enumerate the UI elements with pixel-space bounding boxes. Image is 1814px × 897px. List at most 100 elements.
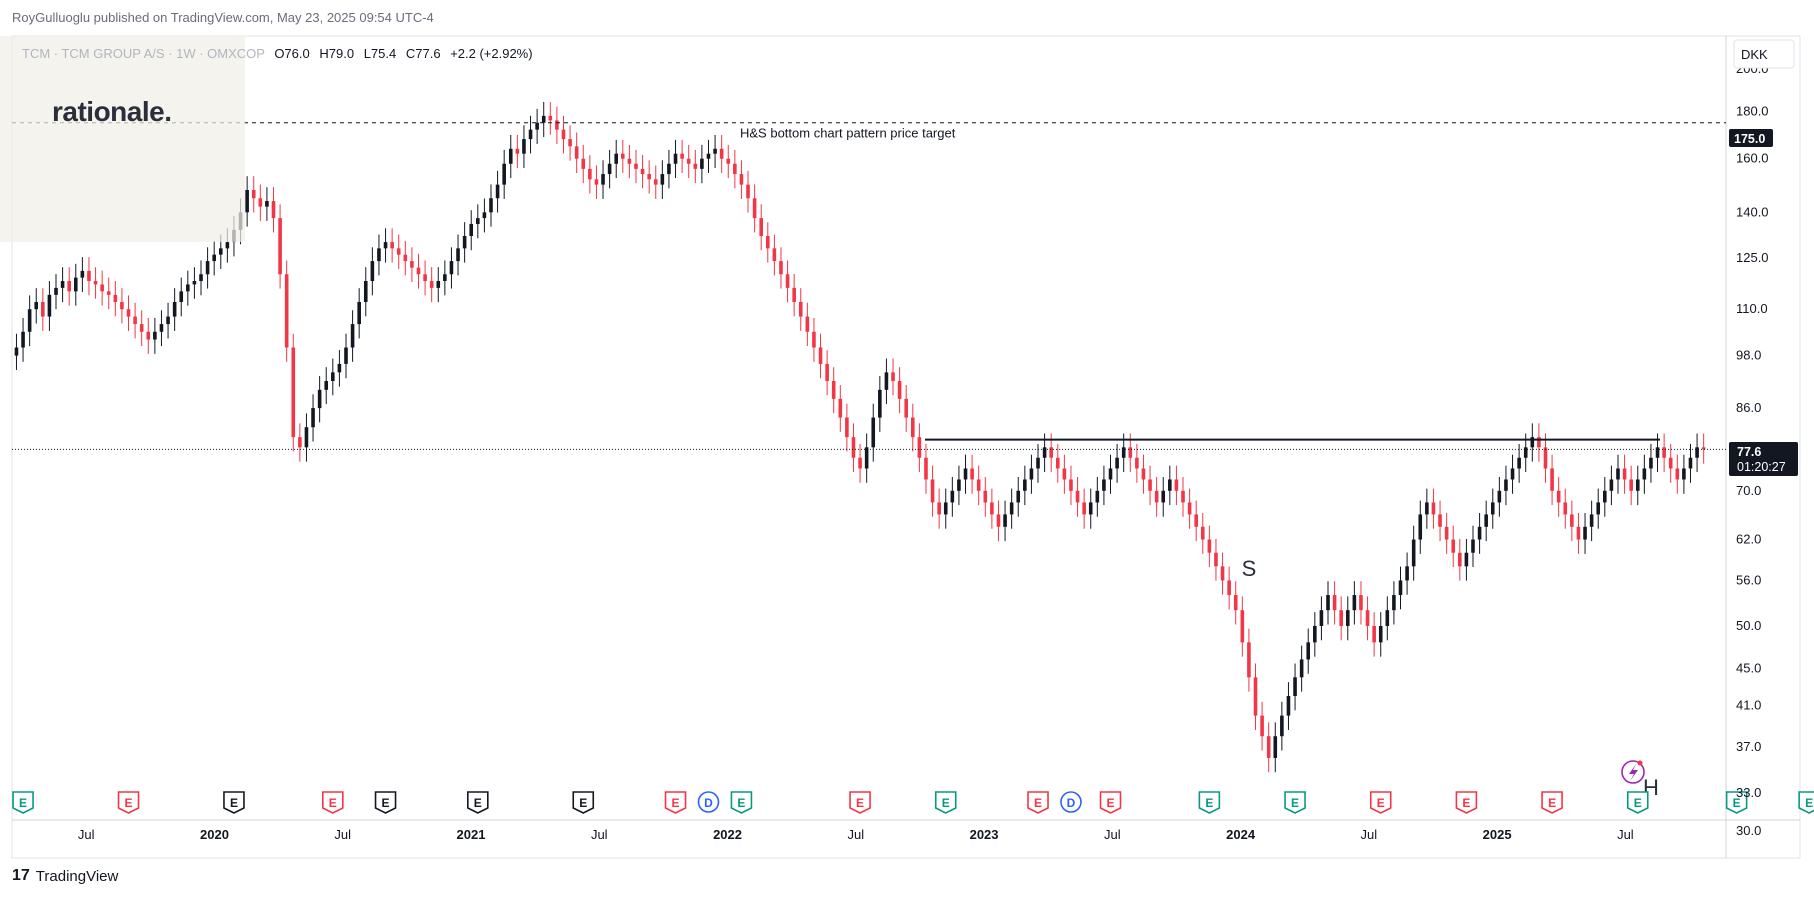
earnings-icon[interactable]: E bbox=[1198, 791, 1221, 814]
candle-body bbox=[410, 261, 414, 268]
earnings-icon[interactable]: E bbox=[467, 791, 489, 814]
candle-body bbox=[1543, 447, 1548, 469]
candle-body bbox=[1233, 595, 1238, 611]
candle-body bbox=[1161, 490, 1166, 503]
candle-body bbox=[1556, 490, 1561, 503]
candle-body bbox=[634, 163, 638, 169]
candle-body bbox=[337, 363, 342, 373]
earnings-badge bbox=[1369, 791, 1392, 814]
dividend-icon[interactable]: D bbox=[697, 791, 720, 813]
dividend-icon[interactable]: D bbox=[1060, 791, 1082, 813]
candle-body bbox=[1280, 715, 1284, 737]
earnings-badge bbox=[117, 791, 140, 814]
earnings-icon[interactable]: E bbox=[1284, 791, 1306, 814]
earnings-icon[interactable]: E bbox=[730, 791, 753, 814]
x-tick-label: 2024 bbox=[1226, 827, 1256, 842]
candle-body bbox=[1576, 526, 1581, 540]
pattern-labels: SHS bbox=[1242, 556, 1659, 800]
earnings-badge bbox=[1541, 791, 1563, 814]
earnings-icon[interactable]: E bbox=[1099, 791, 1122, 814]
candle-body bbox=[1458, 552, 1462, 567]
candle-body bbox=[34, 301, 39, 310]
earnings-icon[interactable]: E bbox=[1027, 791, 1049, 814]
candle-body bbox=[1418, 514, 1423, 540]
earnings-icon[interactable]: E bbox=[849, 791, 871, 814]
event-letter: D bbox=[1067, 796, 1076, 810]
candle-body bbox=[996, 514, 1001, 527]
candle-body bbox=[772, 248, 777, 262]
candle-body bbox=[363, 281, 368, 302]
candle-body bbox=[588, 168, 592, 180]
earnings-icon[interactable]: E bbox=[1541, 791, 1563, 814]
y-tick-label: 62.0 bbox=[1736, 532, 1761, 547]
candle-body bbox=[1128, 447, 1133, 458]
earnings-icon[interactable]: E bbox=[12, 791, 34, 814]
candle-body bbox=[759, 218, 764, 236]
candle-body bbox=[317, 389, 322, 409]
candle-body bbox=[60, 281, 65, 288]
symbol-legend[interactable]: TCM · TCM GROUP A/S · 1W · OMXCOP O76.0 … bbox=[22, 46, 533, 61]
event-letter: E bbox=[1805, 796, 1813, 810]
event-letter: E bbox=[856, 796, 864, 810]
earnings-icon[interactable]: E bbox=[117, 791, 140, 814]
candle-body bbox=[555, 120, 559, 130]
candle-body bbox=[1108, 468, 1113, 480]
x-tick-label: Jul bbox=[591, 827, 608, 842]
earnings-icon[interactable]: E bbox=[1626, 791, 1649, 814]
candle-body bbox=[27, 309, 32, 332]
candle-body bbox=[1016, 490, 1021, 503]
candle-body bbox=[1115, 457, 1119, 469]
candle-body bbox=[508, 148, 513, 164]
candle-body bbox=[640, 168, 645, 175]
candle-body bbox=[476, 218, 480, 224]
candle-body bbox=[1629, 479, 1633, 491]
candle-body bbox=[87, 270, 91, 282]
candle-body bbox=[943, 502, 948, 515]
event-letter: E bbox=[230, 796, 238, 810]
earnings-icon[interactable]: E bbox=[1369, 791, 1392, 814]
candle-body bbox=[1273, 736, 1278, 758]
candle-body bbox=[1392, 595, 1396, 611]
candle-body bbox=[858, 457, 862, 469]
y-tick-label: 110.0 bbox=[1736, 301, 1768, 316]
candle-body bbox=[1695, 447, 1699, 458]
earnings-badge bbox=[467, 791, 489, 814]
earnings-icon[interactable]: E bbox=[1455, 791, 1478, 814]
earnings-icon[interactable]: E bbox=[374, 791, 397, 814]
earnings-icon[interactable]: E bbox=[1725, 791, 1748, 814]
candle-body bbox=[1517, 457, 1521, 469]
candle-body bbox=[963, 468, 968, 480]
event-letter: D bbox=[704, 796, 713, 810]
candle-body bbox=[805, 316, 810, 332]
candle-body bbox=[686, 158, 691, 164]
candle-body bbox=[370, 261, 375, 282]
y-tick-label: 140.0 bbox=[1736, 204, 1769, 219]
candle-body bbox=[106, 291, 111, 295]
candle-body bbox=[831, 381, 836, 399]
candle-body bbox=[1504, 479, 1508, 491]
dividend-circle bbox=[1060, 791, 1082, 813]
earnings-icon[interactable]: E bbox=[1798, 791, 1814, 814]
candle-body bbox=[1405, 566, 1409, 581]
candle-body bbox=[1339, 610, 1343, 626]
candle-body bbox=[1359, 595, 1363, 611]
x-tick-label: 2025 bbox=[1483, 827, 1512, 842]
candle-body bbox=[990, 502, 994, 515]
earnings-icon[interactable]: E bbox=[934, 791, 957, 814]
candle-body bbox=[47, 294, 52, 317]
earnings-icon[interactable]: E bbox=[572, 791, 595, 814]
tradingview-footer[interactable]: 17 TradingView bbox=[12, 867, 118, 885]
candle-body bbox=[1207, 539, 1212, 553]
candle-body bbox=[1537, 437, 1541, 448]
candle-body bbox=[1326, 595, 1330, 611]
candle-body bbox=[14, 347, 19, 356]
earnings-icon[interactable]: E bbox=[664, 791, 687, 814]
earnings-icon[interactable]: E bbox=[322, 791, 344, 814]
event-letter: E bbox=[737, 796, 745, 810]
currency-label[interactable]: DKK bbox=[1741, 47, 1768, 62]
event-letter: E bbox=[329, 796, 337, 810]
candle-body bbox=[1530, 437, 1535, 448]
candle-body bbox=[621, 153, 625, 159]
earnings-icon[interactable]: E bbox=[223, 791, 245, 814]
